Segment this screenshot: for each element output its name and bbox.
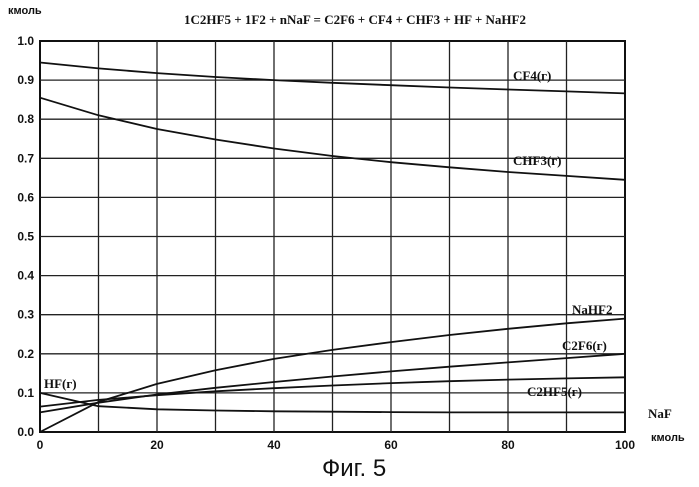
y-tick-label: 0.9 [17, 73, 34, 87]
y-tick-label: 0.7 [17, 151, 34, 165]
series-labels: CF4(г) CHF3(г) NaHF2 C2F6(г) C2HF5(г) HF(г) [44, 68, 612, 399]
y-tick-label: 0.6 [17, 190, 34, 204]
series-label-1: CHF3(г) [513, 153, 562, 168]
series-label-4: C2HF5(г) [527, 384, 582, 399]
figure-caption: Фиг. 5 [322, 455, 386, 482]
series-label-3: C2F6(г) [562, 338, 607, 353]
x-tick-label: 60 [384, 438, 398, 452]
chart-title: 1C2HF5 + 1F2 + nNaF = C2F6 + CF4 + CHF3 … [184, 12, 526, 27]
series-label-0: CF4(г) [513, 68, 551, 83]
y-axis-label: кмоль [8, 5, 42, 17]
x-tick-label: 0 [37, 438, 44, 452]
series-label-5: HF(г) [44, 376, 77, 391]
y-tick-label: 0.4 [17, 269, 34, 283]
x-tick-label: 80 [501, 438, 515, 452]
y-tick-label: 0.2 [17, 347, 34, 361]
x-axis-label: NaF [648, 406, 672, 421]
x-axis-unit: кмоль [651, 432, 685, 444]
y-tick-label: 0.3 [17, 308, 34, 322]
x-tick-label: 20 [150, 438, 164, 452]
series-label-2: NaHF2 [572, 302, 612, 317]
y-tick-label: 1.0 [17, 34, 34, 48]
grid [40, 41, 625, 432]
y-tick-label: 0.5 [17, 230, 34, 244]
y-tick-label: 0.1 [17, 386, 34, 400]
y-tick-label: 0.0 [17, 425, 34, 439]
x-tick-label: 100 [615, 438, 635, 452]
x-tick-label: 40 [267, 438, 281, 452]
y-tick-label: 0.8 [17, 112, 34, 126]
